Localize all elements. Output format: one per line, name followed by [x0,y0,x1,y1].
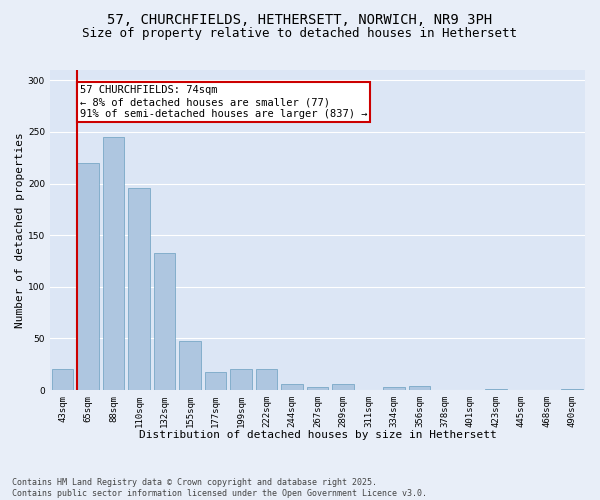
X-axis label: Distribution of detached houses by size in Hethersett: Distribution of detached houses by size … [139,430,496,440]
Bar [383,387,405,390]
Text: 57, CHURCHFIELDS, HETHERSETT, NORWICH, NR9 3PH: 57, CHURCHFIELDS, HETHERSETT, NORWICH, N… [107,12,493,26]
Bar [52,370,73,390]
Bar [485,389,506,390]
Bar [103,137,124,390]
Bar [179,340,201,390]
Bar [128,188,150,390]
Bar [281,384,303,390]
Y-axis label: Number of detached properties: Number of detached properties [15,132,25,328]
Text: Size of property relative to detached houses in Hethersett: Size of property relative to detached ho… [83,28,517,40]
Bar [154,253,175,390]
Bar [205,372,226,390]
Bar [562,389,583,390]
Text: Contains HM Land Registry data © Crown copyright and database right 2025.
Contai: Contains HM Land Registry data © Crown c… [12,478,427,498]
Bar [409,386,430,390]
Bar [256,370,277,390]
Bar [332,384,354,390]
Text: 57 CHURCHFIELDS: 74sqm
← 8% of detached houses are smaller (77)
91% of semi-deta: 57 CHURCHFIELDS: 74sqm ← 8% of detached … [80,86,367,118]
Bar [77,163,99,390]
Bar [230,370,252,390]
Bar [307,387,328,390]
